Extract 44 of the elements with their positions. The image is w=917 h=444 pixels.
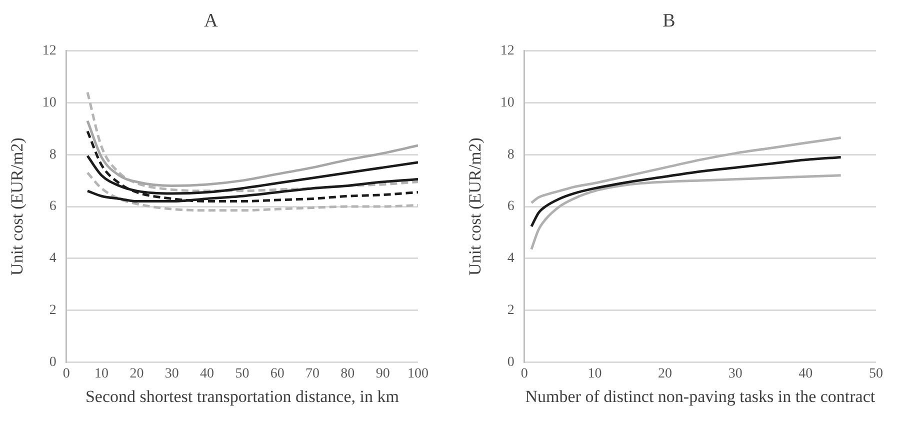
chart-title: B <box>662 10 676 32</box>
y-tick-label: 0 <box>49 354 56 370</box>
x-tick-label: 60 <box>270 366 284 382</box>
x-tick-label: 90 <box>376 366 390 382</box>
line-series <box>86 91 418 192</box>
y-axis-title: Unit cost (EUR/m2) <box>8 138 27 276</box>
x-axis-title: Number of distinct non-paving tasks in the contract <box>524 386 876 408</box>
y-axis-title: Unit cost (EUR/m2) <box>466 138 485 276</box>
y-tick-label: 4 <box>507 251 514 266</box>
x-tick-label: 100 <box>408 366 428 382</box>
y-tick-label: 12 <box>42 43 56 58</box>
line-series <box>530 174 842 251</box>
y-tick-label: 10 <box>42 95 56 110</box>
x-tick-label: 20 <box>658 366 672 382</box>
line-series <box>86 120 418 187</box>
x-tick-label: 70 <box>306 366 320 382</box>
y-tick-label: 0 <box>507 354 514 370</box>
y-tick-label: 4 <box>49 251 56 266</box>
y-tick-label: 12 <box>500 43 514 58</box>
line-series <box>530 136 842 204</box>
x-axis-title: Second shortest transportation distance, in km <box>84 386 400 408</box>
x-tick-label: 40 <box>798 366 813 382</box>
x-tick-label: 50 <box>235 366 250 382</box>
y-tick-label: 8 <box>507 147 514 162</box>
chart-title: A <box>204 10 218 32</box>
y-tick-label: 10 <box>500 95 514 110</box>
x-tick-label: 30 <box>164 366 179 382</box>
x-tick-label: 80 <box>340 366 355 382</box>
x-tick-label: 50 <box>869 366 883 382</box>
x-tick-label: 0 <box>62 366 70 382</box>
x-tick-label: 10 <box>94 366 109 382</box>
x-tick-label: 10 <box>588 366 602 382</box>
x-tick-label: 40 <box>200 366 214 382</box>
y-tick-label: 2 <box>507 302 514 318</box>
x-tick-label: 20 <box>130 366 144 382</box>
line-series <box>86 172 418 212</box>
y-tick-label: 6 <box>507 199 514 214</box>
x-tick-label: 30 <box>728 366 742 382</box>
y-tick-label: 8 <box>49 147 56 162</box>
x-tick-label: 0 <box>520 366 528 382</box>
y-tick-label: 6 <box>49 199 56 214</box>
line-series <box>86 130 418 203</box>
line-series <box>530 156 842 228</box>
y-tick-label: 2 <box>49 302 56 318</box>
